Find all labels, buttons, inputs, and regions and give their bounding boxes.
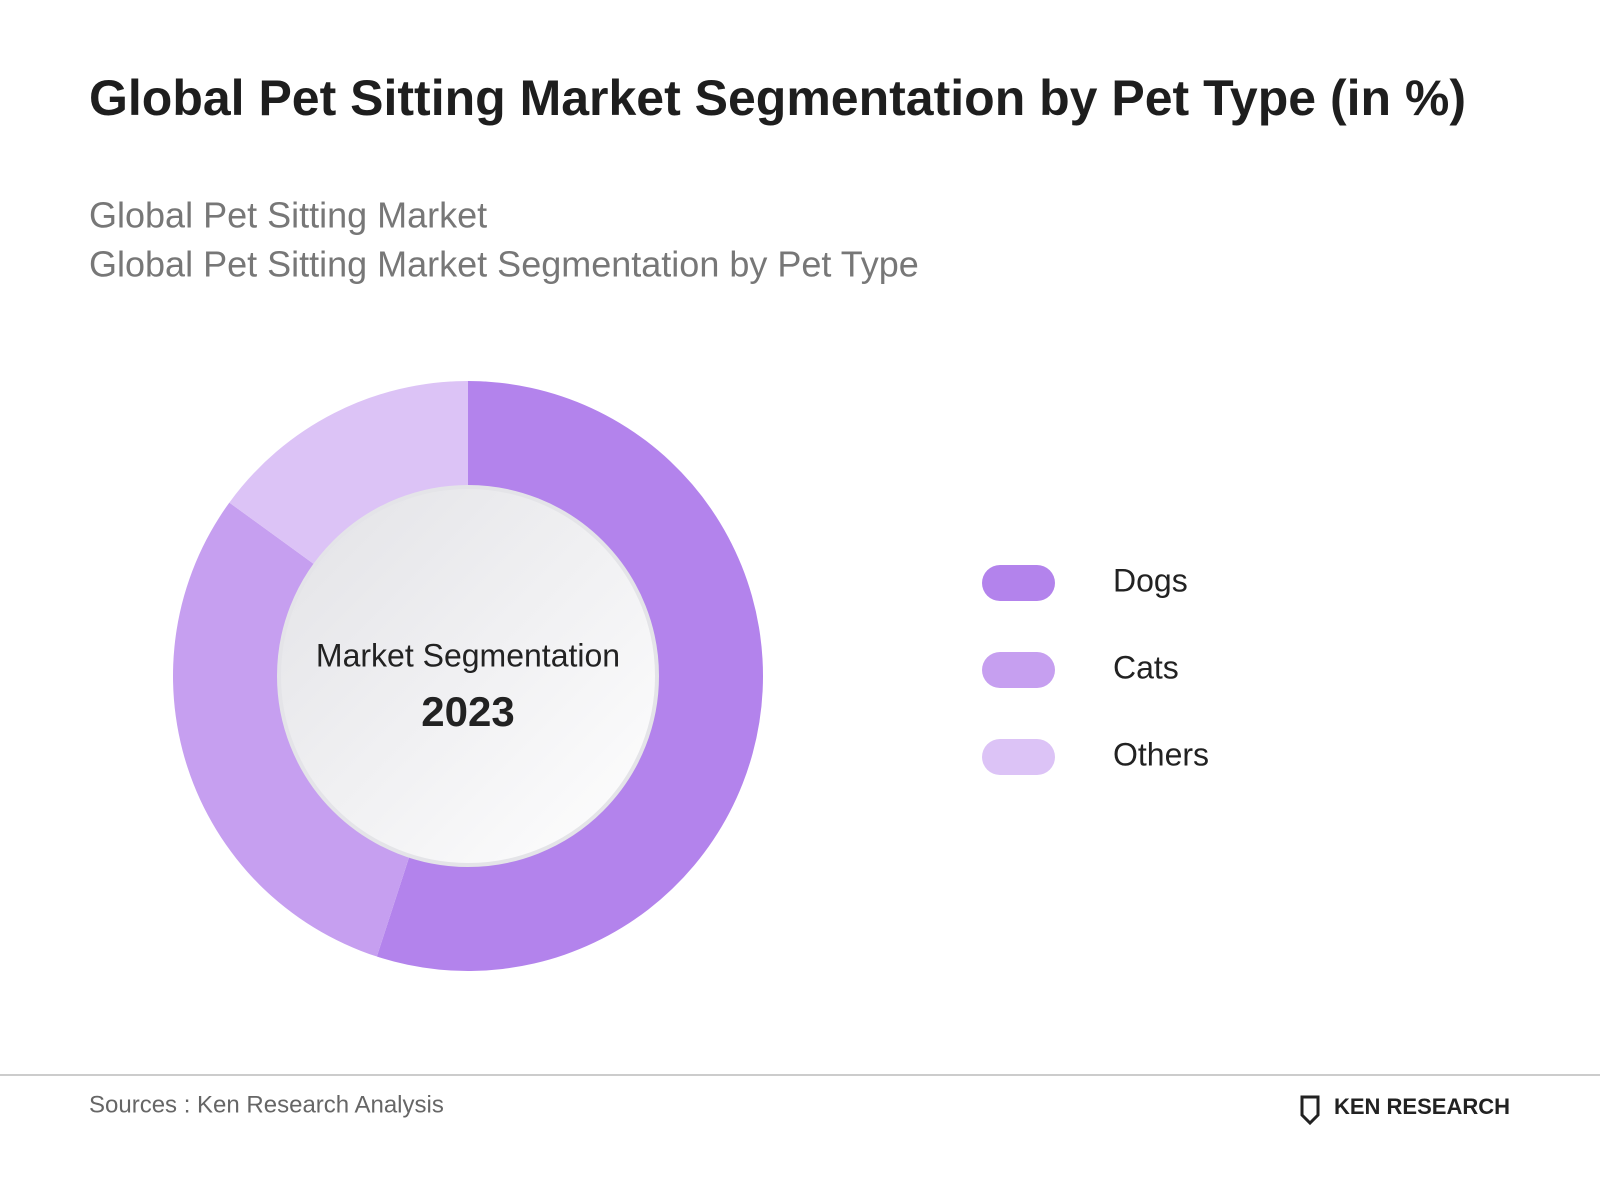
- legend-swatch: [982, 652, 1055, 688]
- donut-center: [277, 485, 659, 867]
- source: Sources : Ken Research Analysis: [89, 1091, 444, 1118]
- legend: Dogs Cats Others: [982, 562, 1209, 775]
- logo: KEN RESEARCH: [1334, 1094, 1510, 1119]
- donut-slice: [376, 381, 764, 971]
- subtitle: Global Pet Sitting Market Segmentation b…: [89, 244, 919, 285]
- chart-title: Global Pet Sitting Market Segmentation b…: [89, 70, 1466, 126]
- legend-swatch: [982, 739, 1055, 775]
- donut-slice: [229, 381, 468, 568]
- center-year: 2023: [421, 688, 514, 735]
- legend-label: Others: [1113, 736, 1209, 772]
- donut: [173, 381, 764, 971]
- legend-label: Cats: [1113, 649, 1179, 685]
- donut-slice: [173, 502, 412, 957]
- center-label: Market Segmentation: [316, 637, 620, 673]
- subtitle: Global Pet Sitting Market: [89, 195, 487, 236]
- legend-swatch: [982, 565, 1055, 601]
- logo-icon: [1300, 1095, 1320, 1126]
- legend-label: Dogs: [1113, 562, 1188, 598]
